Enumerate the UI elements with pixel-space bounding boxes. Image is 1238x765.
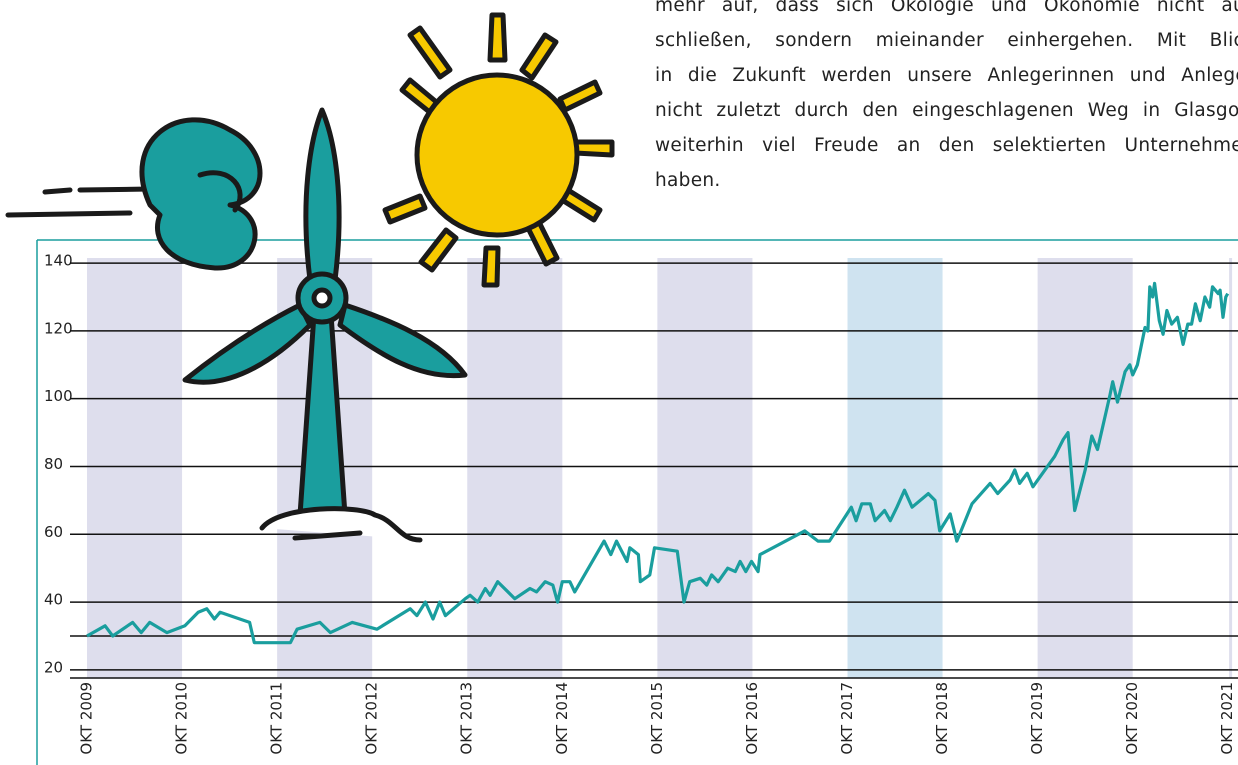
x-tick-label: OKT 2009 <box>78 682 96 755</box>
y-tick-label: 120 <box>44 319 73 337</box>
x-tick-label: OKT 2010 <box>173 682 191 755</box>
y-tick-label: 20 <box>44 658 63 676</box>
sun <box>417 75 577 235</box>
y-tick-label: 40 <box>44 591 63 609</box>
chart-background <box>87 258 1231 678</box>
year-band <box>87 258 182 678</box>
y-tick-label: 60 <box>44 523 63 541</box>
x-tick-label: OKT 2017 <box>838 682 856 755</box>
y-tick-label: 100 <box>44 387 73 405</box>
chart: 20 40 60 80 100 120 140 OKT 2009 OKT 2010 OKT 201… <box>0 0 1238 765</box>
x-tick-label: OKT 2011 <box>268 682 286 755</box>
x-tick-label: OKT 2014 <box>553 682 571 755</box>
x-tick-label: OKT 2012 <box>363 682 381 755</box>
y-tick-label: 140 <box>44 252 73 270</box>
x-tick-label: OKT 2016 <box>743 682 761 755</box>
wind-stroke <box>8 213 130 215</box>
wind-stroke <box>45 190 70 192</box>
page: mehr auf, dass sich Ökologie und Ökonomi… <box>0 0 1238 765</box>
year-band <box>847 258 942 678</box>
x-tick-label: OKT 2021 <box>1218 682 1236 755</box>
y-tick-label: 80 <box>44 455 63 473</box>
wind-stroke <box>80 189 150 190</box>
year-band <box>467 258 562 678</box>
x-tick-label: OKT 2020 <box>1123 682 1141 755</box>
x-tick-label: OKT 2015 <box>648 682 666 755</box>
windmill-blade <box>306 110 339 280</box>
x-tick-label: OKT 2013 <box>458 682 476 755</box>
windmill-hub <box>314 290 330 306</box>
x-tick-label: OKT 2018 <box>933 682 951 755</box>
x-tick-label: OKT 2019 <box>1028 682 1046 755</box>
year-band <box>657 258 752 678</box>
